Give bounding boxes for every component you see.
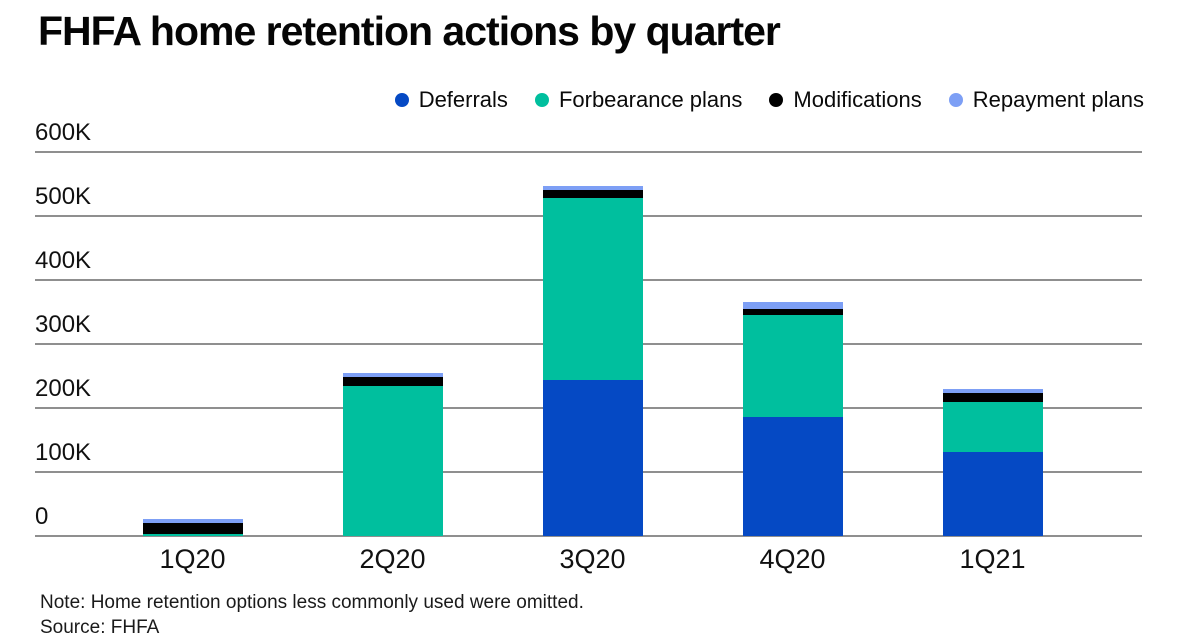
bar-3q20-forbearance-plans	[542, 198, 643, 380]
bar-4q20-modifications	[742, 309, 843, 316]
gridline-0	[35, 535, 1142, 537]
y-axis-tick-300k: 300K	[35, 311, 92, 338]
x-axis-tick-3q20: 3Q20	[559, 544, 626, 574]
y-axis-tick-500k: 500K	[35, 183, 92, 210]
legend-item-deferrals: Deferrals	[394, 87, 508, 113]
bar-1q20-forbearance-plans	[142, 534, 243, 536]
legend-dot-icon	[534, 93, 549, 107]
bar-1q21-deferrals	[942, 451, 1043, 536]
note-text: Note: Home retention options less common…	[40, 592, 584, 613]
bar-2q20-forbearance-plans	[342, 386, 443, 536]
legend-dot-icon	[394, 93, 409, 107]
chart-title: FHFA home retention actions by quarter	[38, 8, 781, 54]
bar-3q20-deferrals	[542, 379, 643, 536]
bar-1q21-repayment-plans	[942, 389, 1043, 393]
x-axis-tick-1q21: 1Q21	[959, 544, 1026, 574]
bar-4q20-repayment-plans	[742, 302, 843, 310]
bar-3q20-modifications	[542, 189, 643, 199]
bar-1q21-forbearance-plans	[942, 401, 1043, 452]
bar-4q20-deferrals	[742, 416, 843, 536]
legend-dot-icon	[769, 93, 784, 107]
legend-label: Forbearance plans	[558, 87, 743, 112]
bar-2q20-modifications	[342, 377, 443, 387]
gridline-600k	[35, 151, 1142, 153]
legend-label: Repayment plans	[972, 87, 1144, 112]
legend-label: Deferrals	[418, 87, 508, 112]
bar-1q20-modifications	[142, 523, 243, 535]
legend-dot-icon	[948, 93, 963, 107]
legend-item-modifications: Modifications	[769, 87, 922, 113]
bar-2q20-repayment-plans	[342, 373, 443, 378]
bar-1q21-modifications	[942, 392, 1043, 402]
bar-3q20-repayment-plans	[542, 185, 643, 190]
bar-4q20-forbearance-plans	[742, 315, 843, 417]
x-axis-tick-4q20: 4Q20	[759, 544, 826, 574]
legend-label: Modifications	[793, 87, 922, 112]
x-axis-tick-2q20: 2Q20	[359, 544, 426, 574]
y-axis-tick-400k: 400K	[35, 247, 92, 274]
source-text: Source: FHFA	[40, 617, 160, 638]
x-axis-tick-1q20: 1Q20	[159, 544, 226, 574]
bar-1q20-repayment-plans	[142, 518, 243, 524]
legend-item-repayment-plans: Repayment plans	[948, 87, 1144, 113]
legend-item-forbearance-plans: Forbearance plans	[534, 87, 743, 113]
legend: Deferrals Forbearance plans Modifications R…	[394, 87, 1144, 113]
y-axis-tick-0: 0	[35, 503, 49, 530]
y-axis-tick-600k: 600K	[35, 119, 92, 146]
y-axis-tick-200k: 200K	[35, 375, 92, 402]
y-axis-tick-100k: 100K	[35, 439, 92, 466]
